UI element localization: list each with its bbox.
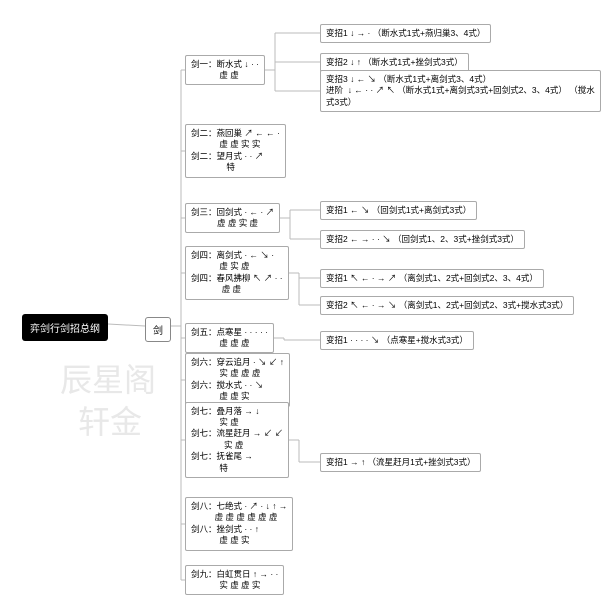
child-node: 变招1 ↓ → · （断水式1式+燕归巢3、4式） bbox=[320, 24, 491, 43]
child-node: 变招1 ↖ ← · → ↗ （离剑式1、2式+回剑式2、3、4式） bbox=[320, 269, 544, 288]
child-node: 变招1 ← ↘ （回剑式1式+离剑式3式） bbox=[320, 201, 477, 220]
child-node: 变招1 → ↑ （流星赶月1式+挫剑式3式） bbox=[320, 453, 481, 472]
group-node: 剑二：燕回巢 ↗ ← ← · 虚 虚 实 实 剑二：望月式 · · ↗ 特 bbox=[185, 124, 286, 178]
root-node: 弈剑行剑招总纲 bbox=[22, 314, 108, 341]
child-node: 变招2 ↖ ← · → ↘ （离剑式1、2式+回剑式2、3式+搅水式3式） bbox=[320, 296, 574, 315]
group-node: 剑四：离剑式 · ← ↘ · 虚 实 虚 剑四：春风拂柳 ↖ ↗ · · 虚 虚 bbox=[185, 246, 289, 300]
hub-node: 剑 bbox=[145, 317, 171, 342]
watermark-line1: 辰星阁 bbox=[60, 360, 156, 402]
group-node: 剑六：穿云追月 · ↘ ↙ ↑ 实 虚 虚 虚 剑六：搅水式 · · ↘ 虚 虚… bbox=[185, 353, 290, 407]
group-node: 剑三：回剑式 · ← · ↗ 虚 虚 实 虚 bbox=[185, 203, 280, 234]
watermark: 辰星阁 轩金 bbox=[60, 360, 156, 443]
group-node: 剑九：白虹贯日 ↑ → · · 实 虚 虚 实 bbox=[185, 565, 284, 596]
child-node: 变招2 ← → · · ↘ （回剑式1、2、3式+挫剑式3式） bbox=[320, 230, 525, 249]
group-node: 剑七：叠月落 → ↓ 实 虚 剑七：流星赶月 → ↙ ↙ 实 虚 剑七：抚雀尾 … bbox=[185, 402, 289, 479]
watermark-line2: 轩金 bbox=[60, 402, 156, 444]
group-node: 剑一：断水式 ↓ · · 虚 虚 bbox=[185, 55, 265, 86]
child-node: 变招1 · · · · ↘ （点寒星+搅水式3式） bbox=[320, 331, 474, 350]
group-node: 剑五：点寒星 · · · · · 虚 虚 虚 bbox=[185, 323, 274, 354]
child-node: 变招3 ↓ ← ↘ （断水式1式+离剑式3、4式） 进阶 ↓ ← · · ↗ ↖… bbox=[320, 70, 601, 112]
group-node: 剑八：七绝式 · ↗ · ↓ ↑ → 虚 虚 虚 虚 虚 虚 剑八：挫剑式 · … bbox=[185, 497, 293, 551]
